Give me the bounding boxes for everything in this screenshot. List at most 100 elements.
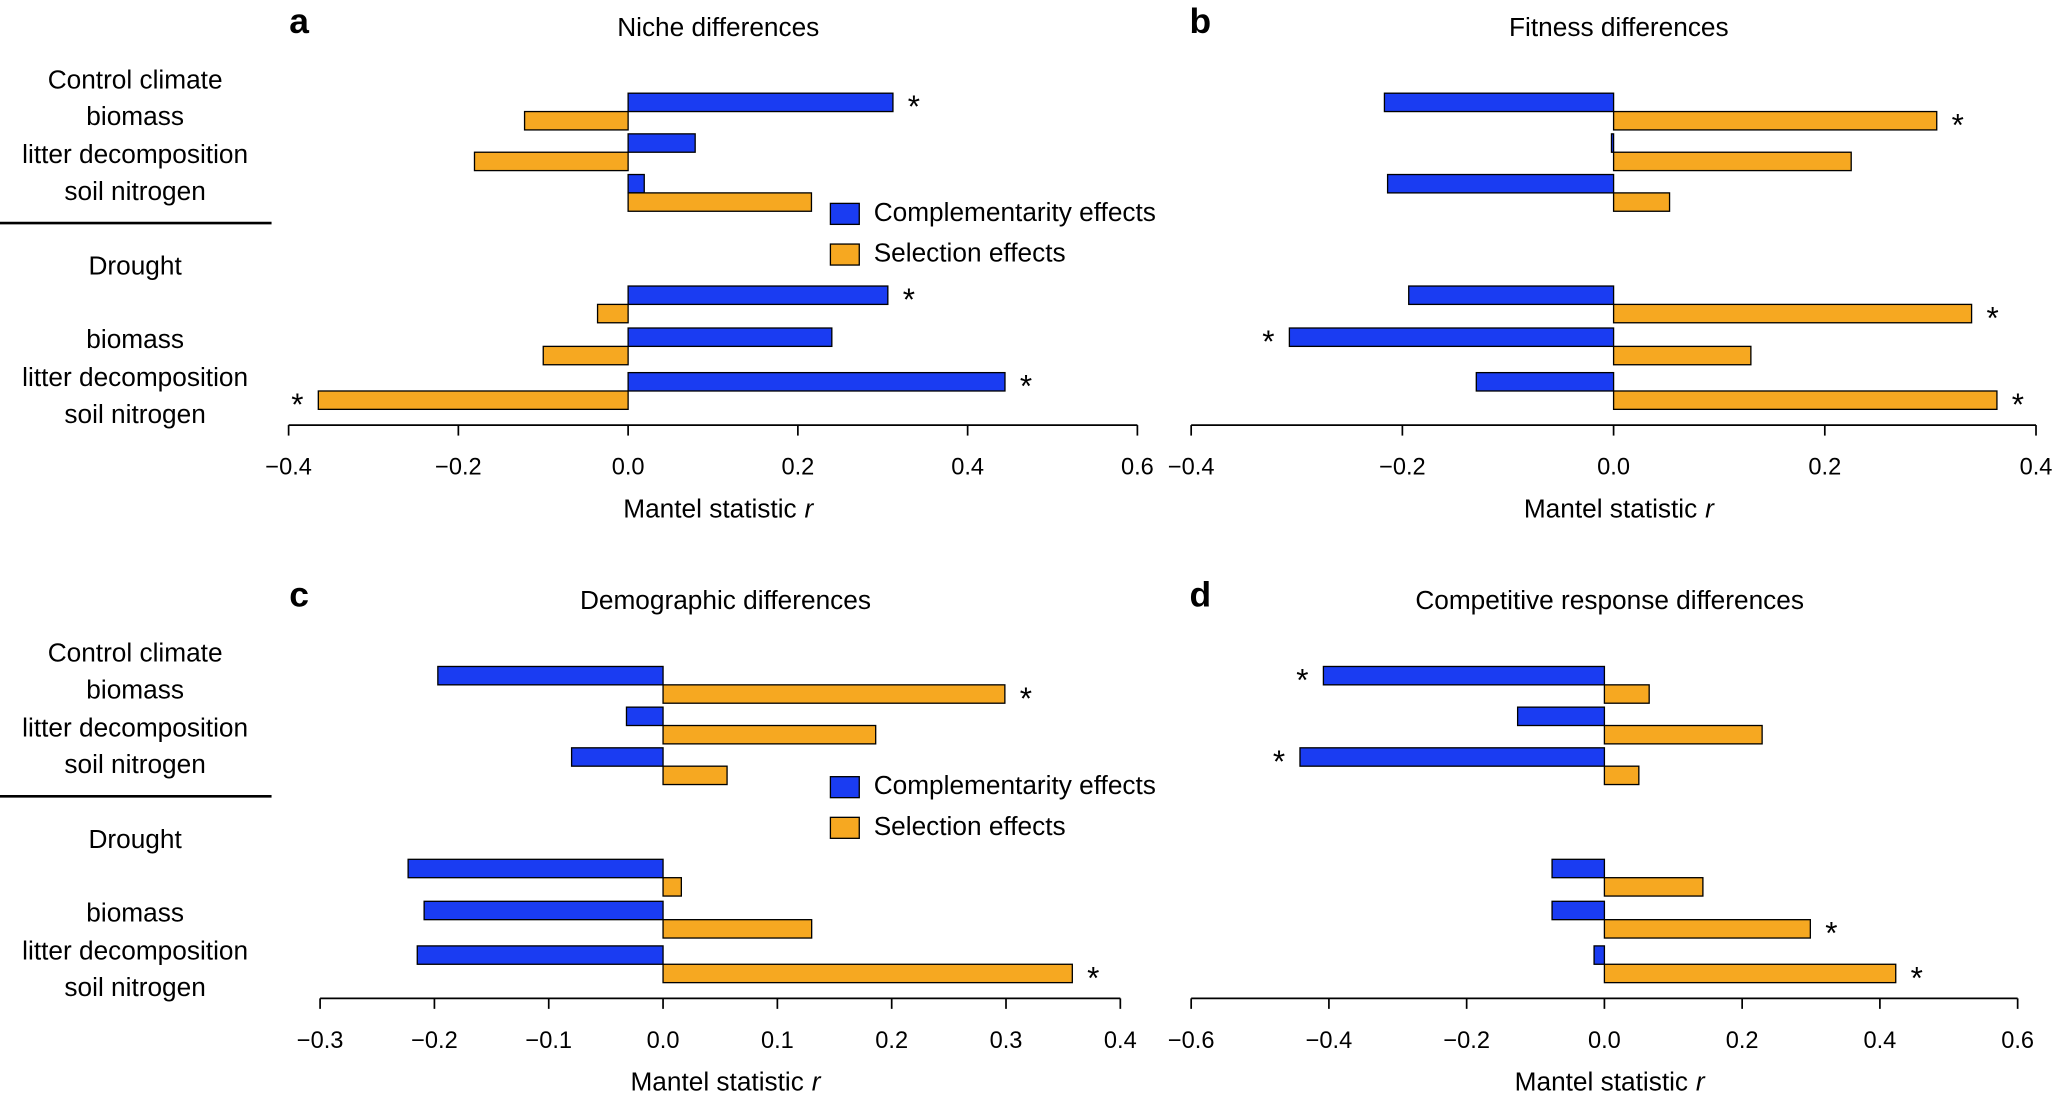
group-label: Control climate — [48, 64, 223, 94]
x-tick-label: 0.3 — [990, 1028, 1023, 1054]
row-label: biomass — [86, 324, 184, 354]
x-tick-label: 0.0 — [647, 1028, 680, 1054]
x-axis-label-variable: r — [805, 493, 815, 523]
bar — [423, 900, 664, 921]
significance-marker: * — [1262, 324, 1274, 359]
row-label: biomass — [86, 101, 184, 131]
x-tick-label: 0.4 — [1863, 1028, 1896, 1054]
row-label: litter decomposition — [22, 712, 248, 742]
x-tick-label: −0.2 — [1443, 1028, 1490, 1054]
significance-marker: * — [1020, 681, 1032, 716]
bar — [1551, 900, 1606, 921]
bar — [1603, 765, 1640, 786]
bar — [1612, 303, 1973, 324]
legend-label: Selection effects — [874, 237, 1066, 267]
group-label: Drought — [88, 824, 182, 854]
bar — [1593, 945, 1606, 965]
x-tick-label: 0.6 — [2001, 1028, 2034, 1054]
significance-marker: * — [2012, 387, 2024, 422]
x-tick-label: 0.4 — [951, 455, 984, 481]
bar — [625, 706, 664, 727]
bar — [473, 151, 629, 172]
x-tick-label: −0.3 — [297, 1028, 344, 1054]
bar — [1612, 390, 1998, 411]
panel-letter: d — [1190, 574, 1212, 614]
x-tick-label: −0.4 — [1306, 1028, 1353, 1054]
x-axis-label-text: Mantel statistic — [1524, 493, 1697, 523]
bar — [662, 684, 1006, 704]
bar — [662, 765, 728, 786]
x-tick-label: 0.4 — [1104, 1028, 1137, 1054]
bar — [627, 133, 696, 153]
panel-letter: a — [289, 1, 309, 41]
bar — [627, 371, 1006, 392]
legend-label: Complementarity effects — [874, 770, 1156, 800]
group-label: Drought — [88, 251, 182, 281]
x-tick-label: 0.2 — [1808, 455, 1841, 481]
bar — [1612, 151, 1852, 172]
x-tick-label: 0.2 — [1726, 1028, 1759, 1054]
legend-label: Complementarity effects — [874, 197, 1156, 227]
x-axis-label-text: Mantel statistic — [630, 1067, 803, 1097]
significance-marker: * — [1986, 300, 1998, 335]
row-label: biomass — [86, 674, 184, 704]
legend-swatch — [829, 243, 860, 266]
bar — [1516, 706, 1606, 727]
x-tick-label: −0.4 — [1168, 455, 1215, 481]
row-label: biomass — [86, 897, 184, 927]
x-axis-label-text: Mantel statistic — [623, 493, 796, 523]
panel-title: Competitive response differences — [1415, 585, 1804, 615]
bar — [317, 390, 629, 411]
row-label: soil nitrogen — [64, 399, 205, 429]
legend-swatch — [829, 816, 860, 839]
bar — [1408, 285, 1615, 306]
significance-marker: * — [908, 89, 920, 124]
significance-marker: * — [1273, 744, 1285, 779]
bar — [1288, 327, 1615, 348]
bar — [627, 285, 889, 306]
significance-marker: * — [291, 387, 303, 422]
x-tick-label: −0.1 — [525, 1028, 572, 1054]
x-tick-label: 0.6 — [1121, 455, 1154, 481]
x-axis-label-variable: r — [1696, 1067, 1706, 1097]
row-label: litter decomposition — [22, 935, 248, 965]
x-tick-label: −0.2 — [435, 455, 482, 481]
bar — [662, 963, 1073, 984]
row-label: litter decomposition — [22, 362, 248, 392]
x-axis-label-variable: r — [1705, 493, 1715, 523]
panel-letter: b — [1190, 1, 1212, 41]
bar — [1386, 173, 1615, 194]
bar — [437, 665, 664, 686]
bar — [1603, 724, 1763, 745]
bar — [523, 110, 629, 131]
panel-title: Demographic differences — [580, 585, 871, 615]
x-tick-label: 0.0 — [612, 455, 645, 481]
bar — [570, 747, 664, 767]
x-tick-label: −0.6 — [1168, 1028, 1215, 1054]
bar — [662, 724, 877, 745]
bar — [1612, 345, 1752, 366]
row-label: soil nitrogen — [64, 972, 205, 1002]
bar — [1603, 684, 1650, 704]
bar — [627, 327, 833, 348]
bar — [1322, 665, 1606, 686]
bar — [627, 92, 894, 113]
panel-title: Fitness differences — [1509, 12, 1729, 42]
legend-swatch — [829, 202, 860, 226]
bar — [1603, 877, 1704, 897]
x-tick-label: 0.2 — [781, 455, 814, 481]
x-tick-label: 0.0 — [1597, 455, 1630, 481]
x-tick-label: −0.4 — [265, 455, 312, 481]
row-label: soil nitrogen — [64, 749, 205, 779]
x-tick-label: −0.2 — [1379, 455, 1426, 481]
bar — [1383, 92, 1615, 113]
significance-marker: * — [1296, 663, 1308, 698]
x-axis-label: Mantel statistic r — [623, 493, 814, 523]
x-tick-label: 0.1 — [761, 1028, 794, 1054]
significance-marker: * — [903, 282, 915, 317]
significance-marker: * — [1825, 916, 1837, 951]
bar — [1603, 919, 1811, 939]
bar — [627, 192, 813, 212]
row-label: litter decomposition — [22, 139, 248, 169]
bar — [1610, 133, 1615, 153]
